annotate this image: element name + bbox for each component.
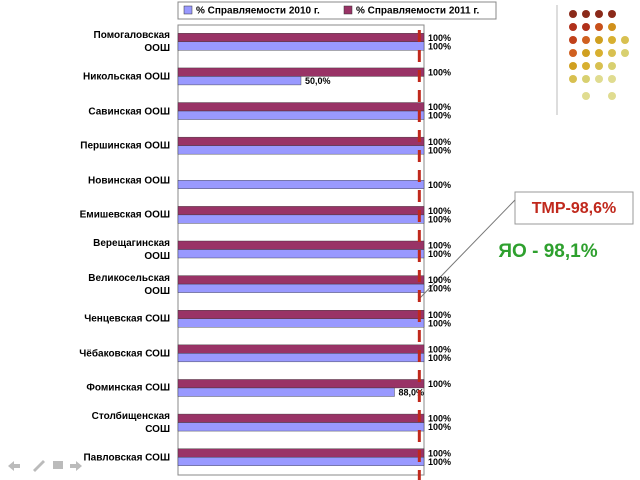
value-label: 100% — [428, 422, 451, 432]
value-label: 88,0% — [398, 388, 424, 398]
category-label: Павловская СОШ — [83, 452, 170, 464]
legend-label: % Справляемости 2011 г. — [356, 6, 479, 17]
category-label: Великосельская ООШ — [88, 272, 170, 297]
value-label: 100% — [428, 448, 451, 458]
legend — [177, 1, 497, 20]
bar — [177, 67, 425, 77]
bar — [177, 110, 425, 120]
value-label: 100% — [428, 68, 451, 78]
value-label: 100% — [428, 379, 451, 389]
value-label: 100% — [428, 318, 451, 328]
bar — [177, 448, 425, 458]
bar — [177, 456, 425, 466]
bar — [177, 422, 425, 432]
bar — [177, 310, 425, 319]
category-label: Верещагинская ООШ — [93, 238, 170, 262]
value-label: 100% — [428, 457, 451, 467]
bar — [177, 214, 425, 224]
category-label: Чёбаковская СОШ — [79, 348, 170, 360]
value-label: 100% — [428, 241, 451, 251]
value-label: 100% — [428, 111, 451, 121]
bar — [177, 136, 425, 146]
value-label: 100% — [428, 206, 451, 216]
category-label: Савинская ООШ — [88, 106, 170, 118]
bar — [177, 76, 302, 86]
bar — [177, 413, 425, 423]
bar — [177, 379, 425, 389]
bar — [177, 353, 425, 363]
annotation: ТМР-98,6% — [532, 200, 616, 217]
bar — [177, 145, 425, 155]
value-label: 100% — [428, 180, 451, 190]
category-label: Фоминская СОШ — [86, 382, 170, 394]
value-label: 100% — [428, 275, 451, 285]
value-label: 100% — [428, 284, 451, 294]
value-label: 100% — [428, 145, 451, 155]
nav-icons[interactable] — [8, 460, 82, 472]
bar — [177, 249, 425, 259]
bar — [177, 387, 395, 397]
value-label: 100% — [428, 102, 451, 112]
bar — [177, 275, 425, 285]
decoration — [569, 10, 629, 100]
category-label: Новинская ООШ — [87, 175, 170, 187]
bar — [177, 344, 425, 354]
value-label: 100% — [428, 137, 451, 147]
value-label: 100% — [428, 310, 451, 320]
callout-line — [417, 199, 516, 301]
legend-label: % Справляемости 2010 г. — [196, 6, 320, 17]
legend-swatch — [183, 5, 193, 15]
category-label: Емишевская ООШ — [79, 209, 170, 221]
bar — [177, 33, 425, 43]
legend-swatch — [343, 5, 353, 15]
bar — [177, 206, 425, 216]
category-label: Ченцевская СОШ — [84, 313, 170, 325]
value-label: 100% — [428, 249, 451, 259]
bar — [177, 102, 425, 112]
bar — [177, 41, 425, 51]
category-label: Помогаловская ООШ — [93, 30, 170, 55]
category-label: Столбищенская СОШ — [91, 411, 170, 436]
value-label: 100% — [428, 41, 451, 51]
value-label: 100% — [428, 215, 451, 225]
value-label: 100% — [428, 33, 451, 43]
value-label: 100% — [428, 344, 451, 354]
value-label: 50,0% — [305, 76, 331, 86]
value-label: 100% — [428, 353, 451, 363]
bar — [177, 283, 425, 293]
category-label: Першинская ООШ — [80, 140, 170, 152]
annotation: ЯО - 98,1% — [498, 241, 597, 262]
category-label: Никольская ООШ — [83, 71, 170, 83]
bar — [177, 180, 425, 189]
annotation-box — [514, 191, 634, 225]
value-label: 100% — [428, 414, 451, 424]
bar — [177, 318, 425, 328]
bar — [177, 240, 425, 250]
